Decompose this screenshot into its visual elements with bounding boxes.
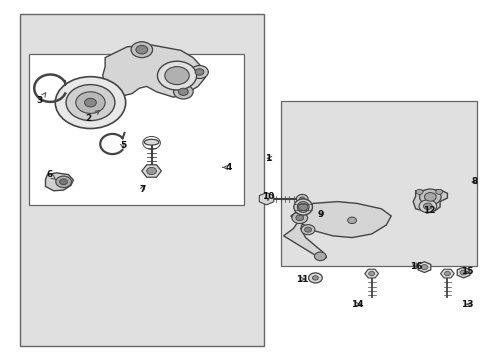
Text: 5: 5	[120, 141, 126, 150]
Circle shape	[178, 88, 188, 95]
Circle shape	[298, 203, 307, 211]
Text: 11: 11	[295, 274, 308, 284]
Text: 15: 15	[460, 267, 472, 276]
Circle shape	[312, 276, 318, 280]
Text: 6: 6	[46, 170, 56, 180]
Ellipse shape	[293, 199, 312, 215]
Circle shape	[304, 227, 311, 232]
Text: 8: 8	[471, 177, 477, 186]
Circle shape	[195, 69, 203, 75]
Circle shape	[368, 271, 374, 276]
Text: 3: 3	[37, 93, 46, 105]
Bar	[20, 14, 264, 346]
Circle shape	[299, 197, 304, 201]
Ellipse shape	[297, 202, 308, 212]
Polygon shape	[283, 216, 326, 259]
Polygon shape	[45, 173, 73, 191]
Circle shape	[84, 98, 96, 107]
Circle shape	[418, 200, 436, 213]
Ellipse shape	[144, 139, 159, 145]
Circle shape	[415, 189, 422, 194]
Circle shape	[60, 179, 67, 185]
Circle shape	[291, 212, 307, 224]
Circle shape	[424, 193, 435, 201]
Circle shape	[423, 203, 431, 210]
Text: 1: 1	[264, 154, 271, 163]
Circle shape	[131, 42, 152, 58]
Text: 9: 9	[317, 210, 324, 219]
Circle shape	[435, 189, 442, 194]
Text: 16: 16	[409, 262, 422, 271]
Circle shape	[296, 194, 307, 203]
Circle shape	[444, 271, 449, 276]
Circle shape	[66, 85, 115, 121]
Circle shape	[55, 77, 125, 129]
Text: 10: 10	[261, 192, 273, 201]
Circle shape	[56, 176, 71, 188]
Circle shape	[314, 252, 325, 261]
Circle shape	[301, 225, 314, 235]
Circle shape	[295, 215, 303, 221]
Circle shape	[157, 61, 196, 90]
Circle shape	[76, 92, 105, 113]
Circle shape	[308, 273, 322, 283]
Text: 2: 2	[85, 111, 99, 123]
Text: 7: 7	[139, 184, 145, 194]
Polygon shape	[290, 202, 390, 238]
Circle shape	[347, 217, 356, 224]
Circle shape	[419, 189, 440, 205]
Text: 13: 13	[460, 300, 472, 309]
Circle shape	[173, 85, 193, 99]
Polygon shape	[102, 45, 205, 97]
Polygon shape	[412, 190, 447, 211]
Circle shape	[136, 45, 147, 54]
Circle shape	[146, 167, 156, 175]
Text: 12: 12	[422, 206, 435, 215]
Circle shape	[420, 265, 427, 270]
Bar	[29, 54, 244, 205]
Bar	[281, 101, 476, 266]
Text: 14: 14	[350, 300, 363, 309]
Circle shape	[459, 270, 466, 275]
Text: 4: 4	[223, 163, 232, 172]
Circle shape	[164, 67, 189, 85]
Circle shape	[190, 66, 208, 78]
